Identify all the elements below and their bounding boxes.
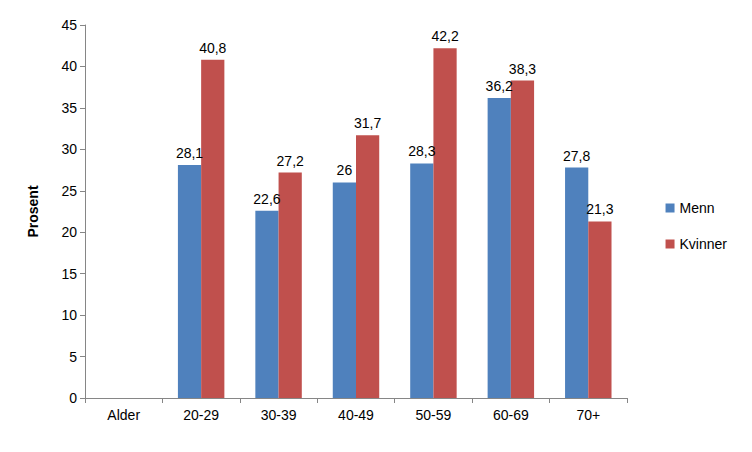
svg-text:60-69: 60-69 bbox=[493, 407, 529, 423]
svg-text:36,2: 36,2 bbox=[486, 78, 513, 94]
svg-text:35: 35 bbox=[61, 100, 77, 116]
svg-text:0: 0 bbox=[69, 390, 77, 406]
svg-text:15: 15 bbox=[61, 266, 77, 282]
svg-text:20-29: 20-29 bbox=[183, 407, 219, 423]
svg-text:42,2: 42,2 bbox=[431, 28, 458, 44]
svg-text:Prosent: Prosent bbox=[25, 185, 41, 237]
svg-text:40,8: 40,8 bbox=[199, 40, 226, 56]
svg-text:45: 45 bbox=[61, 17, 77, 33]
svg-text:10: 10 bbox=[61, 307, 77, 323]
svg-text:30: 30 bbox=[61, 141, 77, 157]
svg-text:28,3: 28,3 bbox=[408, 143, 435, 159]
svg-text:21,3: 21,3 bbox=[586, 201, 613, 217]
svg-text:20: 20 bbox=[61, 224, 77, 240]
svg-text:22,6: 22,6 bbox=[253, 191, 280, 207]
svg-text:Menn: Menn bbox=[680, 200, 715, 216]
svg-text:30-39: 30-39 bbox=[261, 407, 297, 423]
svg-text:Alder: Alder bbox=[107, 407, 140, 423]
svg-text:38,3: 38,3 bbox=[509, 61, 536, 77]
svg-text:27,2: 27,2 bbox=[277, 153, 304, 169]
svg-text:31,7: 31,7 bbox=[354, 115, 381, 131]
svg-text:40: 40 bbox=[61, 58, 77, 74]
svg-text:27,8: 27,8 bbox=[563, 148, 590, 164]
svg-text:25: 25 bbox=[61, 183, 77, 199]
svg-text:50-59: 50-59 bbox=[416, 407, 452, 423]
svg-text:70+: 70+ bbox=[576, 407, 600, 423]
svg-text:28,1: 28,1 bbox=[176, 145, 203, 161]
svg-text:40-49: 40-49 bbox=[338, 407, 374, 423]
svg-text:5: 5 bbox=[69, 349, 77, 365]
svg-text:26: 26 bbox=[337, 162, 353, 178]
svg-text:Kvinner: Kvinner bbox=[680, 236, 728, 252]
